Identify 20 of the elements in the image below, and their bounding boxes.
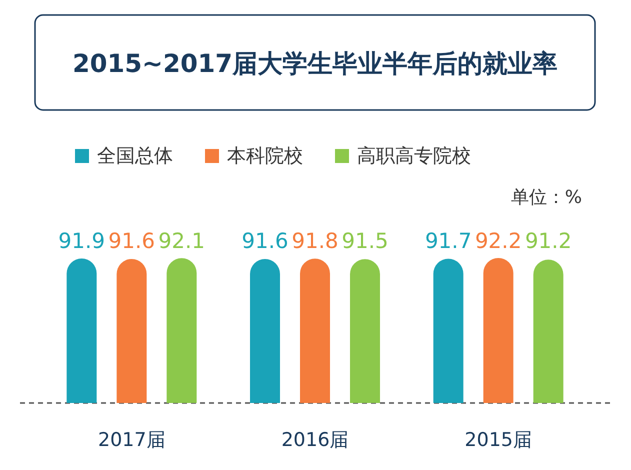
legend-label: 全国总体: [97, 145, 173, 167]
data-label: 91.2: [524, 229, 572, 253]
data-label: 92.2: [474, 229, 522, 253]
data-label: 92.1: [158, 229, 206, 253]
data-label: 91.6: [242, 229, 288, 253]
legend-全国总体: 全国总体: [75, 145, 173, 167]
data-label: 91.6: [108, 229, 156, 253]
data-label: 91.7: [424, 229, 472, 253]
legend-label: 本科院校: [227, 145, 303, 167]
legend-高职高专院校: 高职高专院校: [335, 145, 471, 167]
chart-title: 2015~2017届大学生毕业半年后的就业率: [72, 49, 558, 78]
legend-label: 高职高专院校: [357, 145, 471, 167]
x-tick-label: 2017届: [98, 429, 166, 451]
data-label: 91.5: [342, 229, 388, 253]
x-tick-label: 2015届: [464, 429, 532, 451]
text: 单位：%: [510, 187, 582, 208]
data-label: 91.9: [58, 229, 106, 253]
data-label: 91.8: [292, 229, 338, 253]
legend-本科院校: 本科院校: [205, 145, 303, 167]
x-tick-label: 2016届: [281, 429, 349, 451]
